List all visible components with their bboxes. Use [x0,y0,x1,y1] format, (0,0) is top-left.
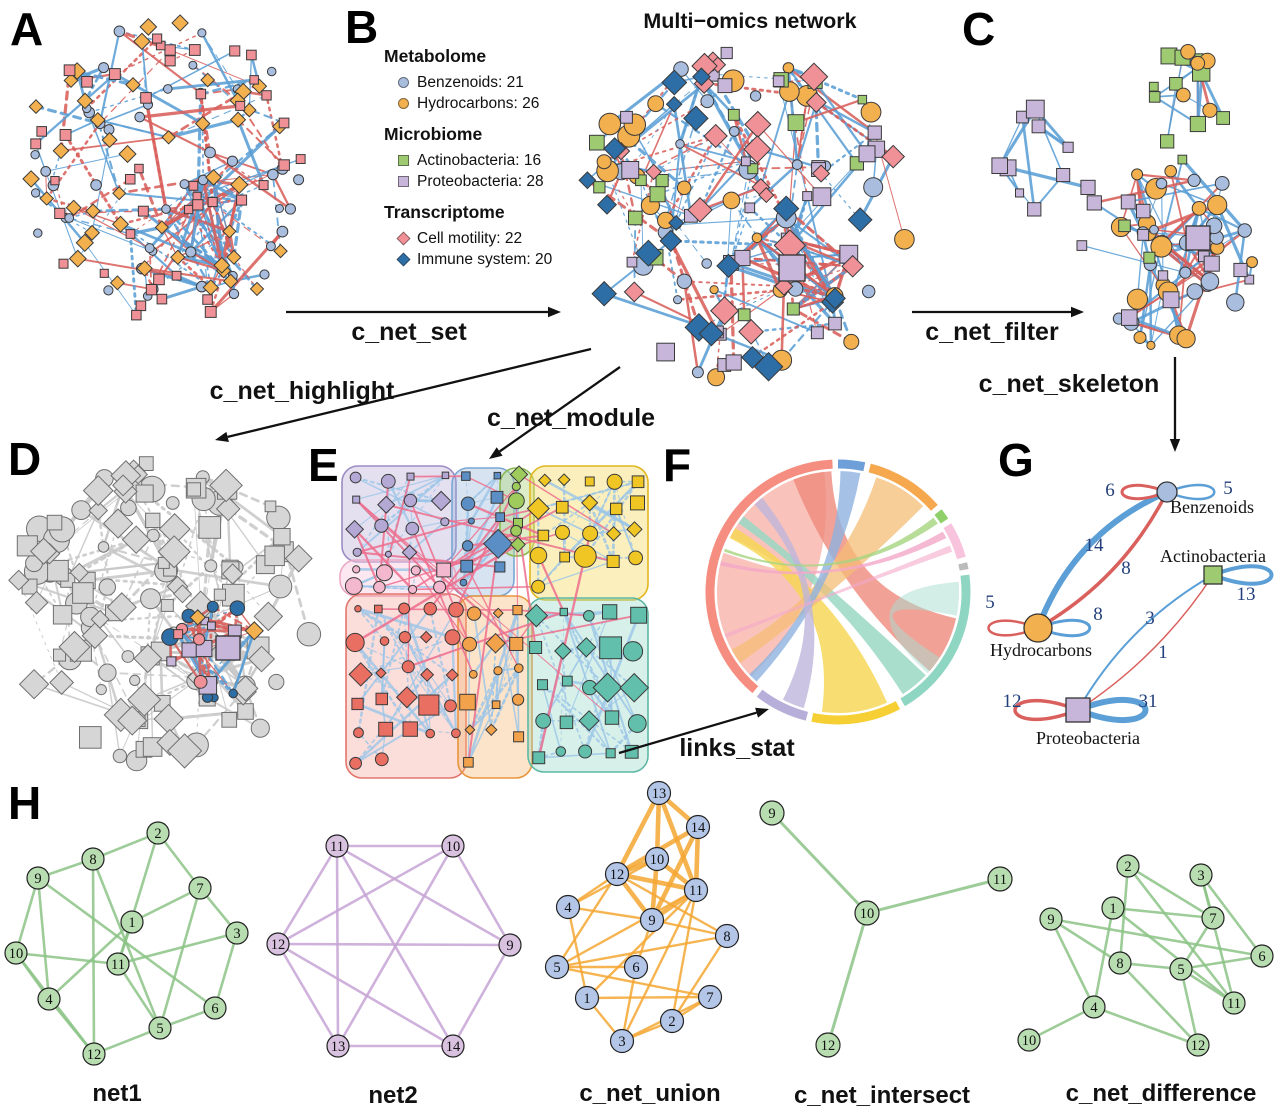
svg-text:3: 3 [1145,608,1155,629]
svg-text:9: 9 [1047,912,1054,928]
svg-text:9: 9 [34,871,41,887]
svg-text:12: 12 [87,1047,102,1063]
svg-text:8: 8 [723,929,730,945]
svg-text:14: 14 [1085,535,1105,556]
svg-text:11: 11 [330,839,344,855]
svg-text:5: 5 [985,592,995,613]
svg-text:5: 5 [156,1021,163,1037]
net2-graph: 9 10 11 12 13 14 [266,834,522,1058]
svg-text:6: 6 [1258,949,1265,965]
svg-text:1: 1 [1109,901,1116,917]
intersect-graph: 9 10 11 12 [759,800,1013,1058]
svg-text:4: 4 [1090,1000,1098,1016]
svg-text:8: 8 [1116,956,1123,972]
workflow-arrows [215,306,1181,755]
svg-text:8: 8 [89,852,96,868]
svg-text:9: 9 [768,806,775,822]
svg-text:Hydrocarbons: Hydrocarbons [990,640,1092,660]
panel-a-network [22,14,306,321]
svg-text:8: 8 [1121,558,1131,579]
svg-text:4: 4 [45,992,53,1008]
svg-text:5: 5 [553,960,560,976]
svg-text:Proteobacteria: Proteobacteria [1036,728,1140,748]
svg-text:2: 2 [154,826,161,842]
svg-text:1: 1 [128,915,135,931]
svg-text:1: 1 [583,991,590,1007]
svg-text:11: 11 [689,883,703,899]
svg-text:10: 10 [446,839,461,855]
svg-text:10: 10 [860,906,875,922]
panel-c-network [991,44,1258,350]
svg-text:2: 2 [668,1014,675,1030]
svg-text:10: 10 [1022,1033,1037,1049]
svg-text:2: 2 [1124,859,1131,875]
svg-text:10: 10 [650,852,665,868]
svg-text:3: 3 [233,926,240,942]
svg-text:12: 12 [271,937,286,953]
svg-text:12: 12 [1191,1038,1206,1054]
svg-text:7: 7 [196,881,203,897]
svg-text:11: 11 [111,957,125,973]
svg-text:6: 6 [632,960,639,976]
svg-text:12: 12 [610,867,625,883]
svg-text:7: 7 [706,990,713,1006]
svg-text:13: 13 [1237,584,1256,605]
svg-text:5: 5 [1177,962,1184,978]
svg-text:8: 8 [1093,604,1103,625]
svg-text:12: 12 [1003,691,1022,712]
svg-text:Actinobacteria: Actinobacteria [1160,546,1266,566]
panel-g-skeleton-network: 14 8 31 6 5 5 8 13 12 31 Benzenoids Hydrocarbons Act… [985,478,1274,748]
svg-text:7: 7 [1209,911,1216,927]
svg-text:31: 31 [1139,691,1158,712]
svg-text:9: 9 [648,913,655,929]
panel-b-network [578,46,915,387]
svg-text:11: 11 [993,872,1007,888]
svg-text:6: 6 [211,1001,218,1017]
svg-text:Benzenoids: Benzenoids [1170,497,1254,517]
panel-d-network [8,456,322,772]
svg-text:14: 14 [446,1039,461,1055]
svg-text:10: 10 [9,946,24,962]
svg-text:11: 11 [1227,996,1241,1012]
svg-text:9: 9 [506,938,513,954]
svg-text:3: 3 [618,1034,625,1050]
svg-text:4: 4 [564,900,572,916]
svg-text:12: 12 [821,1038,836,1054]
svg-text:13: 13 [652,786,667,802]
svg-text:6: 6 [1105,480,1115,501]
svg-text:14: 14 [691,820,706,836]
panel-e-modules [339,465,650,779]
panel-f-chord-diagram [705,459,971,725]
svg-text:1: 1 [1158,642,1168,663]
svg-text:5: 5 [1223,478,1233,499]
svg-text:3: 3 [1197,868,1204,884]
svg-text:13: 13 [331,1039,346,1055]
